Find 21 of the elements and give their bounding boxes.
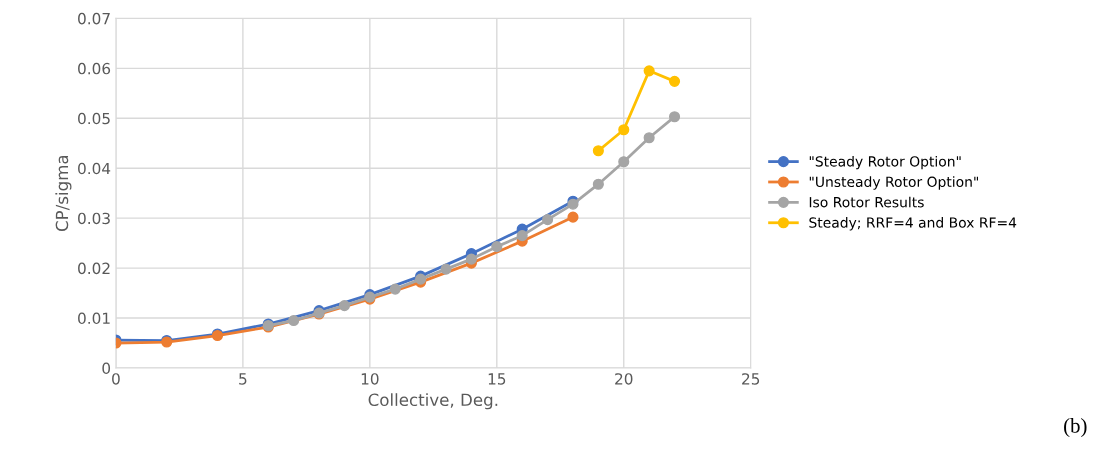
x-tick-label: 10: [361, 373, 379, 385]
text: (b): [1064, 418, 1087, 437]
x-tick-label: 0: [112, 373, 120, 385]
y-tick-label: 0.07: [78, 12, 110, 25]
y-tick-label: 0.06: [78, 62, 111, 75]
legend-label: "Unsteady Rotor Option": [809, 176, 978, 190]
y-tick-label: 0.01: [78, 312, 110, 325]
x-axis-title: Collective, Deg.: [368, 393, 498, 410]
x-tick-label: 5: [239, 373, 247, 385]
legend-label: Iso Rotor Results: [809, 196, 924, 208]
y-tick-label: 0.03: [78, 212, 110, 225]
y-tick-label: 0.05: [78, 112, 110, 125]
y-tick-label: 0.04: [78, 162, 111, 175]
y-tick-label: 0.02: [78, 262, 110, 275]
y-tick-label: 0: [102, 362, 111, 375]
y-axis-title: CP/sigma: [55, 155, 72, 232]
x-tick-label: 15: [488, 373, 506, 385]
legend-label: Steady; RRF=4 and Box RF=4: [809, 217, 1017, 231]
x-tick-label: 25: [742, 373, 760, 385]
legend-label: "Steady Rotor Option": [809, 155, 961, 170]
x-tick-label: 20: [615, 373, 633, 385]
